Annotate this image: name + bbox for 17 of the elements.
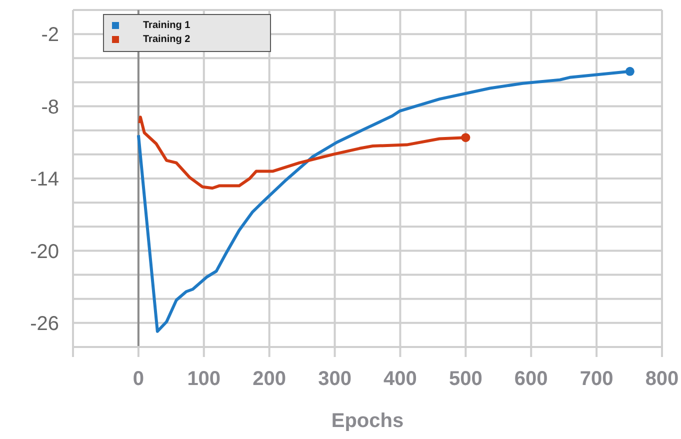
y-tick-label: -20 xyxy=(30,240,59,263)
x-tick-label: 500 xyxy=(448,368,482,390)
y-tick-label: -2 xyxy=(41,24,59,46)
y-tick-label: -8 xyxy=(41,96,59,118)
x-tick-label: 600 xyxy=(514,368,548,390)
x-tick-label: 400 xyxy=(384,368,417,390)
y-tick-label: -14 xyxy=(30,168,59,191)
x-axis-title: Epochs xyxy=(331,410,404,432)
x-tick-label: 300 xyxy=(318,368,352,390)
x-tick-label: 100 xyxy=(187,368,221,390)
x-tick-label: 200 xyxy=(252,368,286,390)
x-tick-label: 800 xyxy=(645,368,679,390)
legend-label: Training 2 xyxy=(143,34,190,45)
y-tick-label: -26 xyxy=(30,313,59,336)
x-tick-label: 0 xyxy=(132,368,144,390)
x-tick-label: 700 xyxy=(580,368,614,390)
legend-label: Training 1 xyxy=(143,20,190,31)
